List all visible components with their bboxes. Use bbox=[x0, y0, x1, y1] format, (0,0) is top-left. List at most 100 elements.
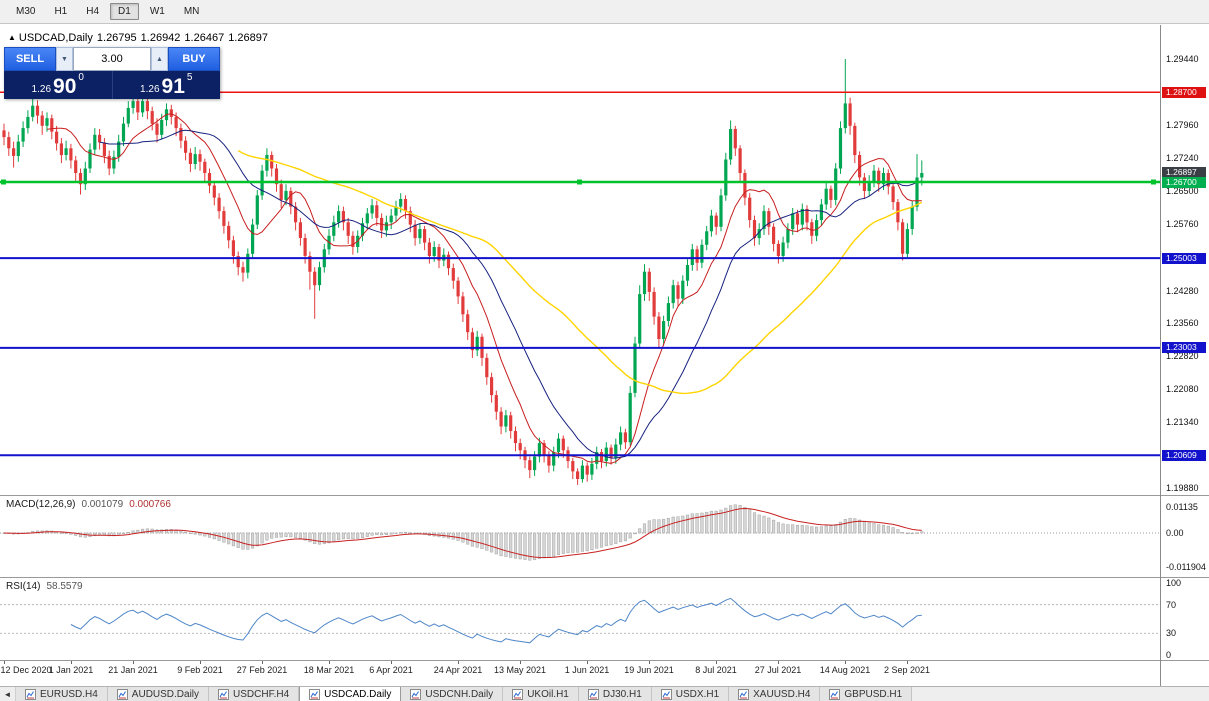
chart-tab-icon bbox=[738, 688, 750, 700]
chart-tab-bar: ◄ EURUSD.H4 AUDUSD.Daily USDCHF.H4 USDCAD.Da… bbox=[0, 686, 1209, 701]
chart-tab-usdchf-h4[interactable]: USDCHF.H4 bbox=[209, 687, 300, 701]
price-tag: 1.20609 bbox=[1162, 450, 1206, 461]
timeframe-button-w1[interactable]: W1 bbox=[149, 6, 165, 17]
macd-axis-label: -0.011904 bbox=[1166, 562, 1206, 572]
date-tick bbox=[200, 661, 201, 664]
date-tick bbox=[133, 661, 134, 664]
tab-scroll-left-icon[interactable]: ◄ bbox=[0, 687, 16, 701]
date-tick bbox=[71, 661, 72, 664]
chart-tab-usdx-h1[interactable]: USDX.H1 bbox=[651, 687, 730, 701]
price-tick: 1.22080 bbox=[1166, 384, 1199, 394]
rsi-splitter[interactable] bbox=[0, 577, 1209, 578]
timeframe-button-mn[interactable]: MN bbox=[183, 6, 200, 17]
macd-axis-label: 0.00 bbox=[1166, 528, 1184, 538]
date-label: 9 Feb 2021 bbox=[177, 665, 223, 675]
price-tick: 1.26500 bbox=[1166, 186, 1199, 196]
price-tick: 1.27240 bbox=[1166, 153, 1199, 163]
date-tick bbox=[262, 661, 263, 664]
timeframe-button-h4[interactable]: H4 bbox=[86, 6, 100, 17]
macd-signal-value: 0.000766 bbox=[129, 499, 171, 510]
date-tick bbox=[391, 661, 392, 664]
tab-label: DJ30.H1 bbox=[602, 688, 642, 700]
date-label: 2 Sep 2021 bbox=[883, 665, 931, 675]
chart-symbol-icon: ▲ bbox=[8, 33, 16, 42]
rsi-axis-label: 30 bbox=[1166, 628, 1177, 638]
chart-region: ▲ USDCAD,Daily 1.26795 1.26942 1.26467 1.2689… bbox=[0, 25, 1209, 686]
volume-increase-button[interactable]: ▲ bbox=[151, 47, 168, 71]
sell-button[interactable]: SELL bbox=[4, 47, 56, 71]
chart-tab-icon bbox=[660, 688, 672, 700]
macd-splitter[interactable] bbox=[0, 495, 1209, 496]
ohlc-close: 1.26897 bbox=[228, 32, 268, 44]
volume-input[interactable] bbox=[73, 47, 151, 71]
caret-up-icon: ▲ bbox=[156, 55, 163, 63]
tab-label: GBPUSD.H1 bbox=[844, 688, 903, 700]
rsi-axis-label: 70 bbox=[1166, 600, 1177, 610]
timeframe-button-m30[interactable]: M30 bbox=[16, 6, 36, 17]
date-tick bbox=[520, 661, 521, 664]
main-chart-canvas[interactable] bbox=[0, 25, 1160, 495]
chart-tab-usdcnh-daily[interactable]: USDCNH.Daily bbox=[401, 687, 504, 701]
date-label: 27 Feb 2021 bbox=[236, 665, 288, 675]
date-label: 6 Apr 2021 bbox=[369, 665, 413, 675]
chart-tab-icon bbox=[116, 688, 128, 700]
date-tick bbox=[907, 661, 908, 664]
price-tag: 1.28700 bbox=[1162, 87, 1206, 98]
chart-tab-eurusd-h4[interactable]: EURUSD.H4 bbox=[16, 687, 108, 701]
ohlc-open: 1.26795 bbox=[96, 32, 137, 44]
date-label: 14 Aug 2021 bbox=[819, 665, 871, 675]
buy-price-pips: 91 bbox=[161, 75, 185, 98]
buy-button[interactable]: BUY bbox=[168, 47, 220, 71]
chart-tab-icon bbox=[512, 688, 524, 700]
chart-tab-audusd-daily[interactable]: AUDUSD.Daily bbox=[107, 687, 210, 701]
timeframe-button-h1[interactable]: H1 bbox=[54, 6, 68, 17]
date-axis[interactable]: 12 Dec 2020 1 Jan 2021 21 Jan 2021 9 Feb 20… bbox=[0, 661, 1160, 686]
macd-canvas[interactable] bbox=[0, 496, 1160, 577]
date-tick bbox=[845, 661, 846, 664]
price-axis-separator bbox=[1160, 25, 1161, 686]
chart-tab-icon bbox=[218, 688, 230, 700]
timeframe-toolbar: M30 H1 H4 D1 W1 MN bbox=[0, 0, 1209, 24]
chart-tab-icon bbox=[587, 688, 599, 700]
one-click-trading-widget: SELL ▼ ▲ BUY 1.26 90 0 1.26 91 5 bbox=[4, 47, 220, 99]
buy-price-point: 5 bbox=[186, 72, 193, 83]
date-tick bbox=[587, 661, 588, 664]
price-tick: 1.19880 bbox=[1166, 483, 1199, 493]
price-tick: 1.27960 bbox=[1166, 120, 1199, 130]
price-axis[interactable]: 1.29440 1.27960 1.27240 1.26500 1.25760 1.242… bbox=[1161, 25, 1209, 686]
price-tick: 1.24280 bbox=[1166, 286, 1199, 296]
rsi-canvas[interactable] bbox=[0, 578, 1160, 660]
tab-label: AUDUSD.Daily bbox=[131, 688, 200, 700]
sell-price[interactable]: 1.26 90 0 bbox=[4, 71, 112, 99]
chart-tab-xauusd-h4[interactable]: XAUUSD.H4 bbox=[729, 687, 821, 701]
chart-tab-gbpusd-h1[interactable]: GBPUSD.H1 bbox=[820, 687, 913, 701]
date-axis-separator bbox=[0, 660, 1209, 661]
buy-price[interactable]: 1.26 91 5 bbox=[113, 71, 221, 99]
rsi-label: RSI(14) 58.5579 bbox=[6, 581, 83, 592]
tab-label: USDX.H1 bbox=[675, 688, 720, 700]
sell-price-pips: 90 bbox=[53, 75, 77, 98]
price-divider bbox=[111, 71, 113, 99]
chart-tab-icon bbox=[410, 688, 422, 700]
price-tag: 1.25003 bbox=[1162, 253, 1206, 264]
tab-label: USDCNH.Daily bbox=[425, 688, 494, 700]
rsi-value: 58.5579 bbox=[46, 581, 83, 592]
tab-label: USDCHF.H4 bbox=[233, 688, 290, 700]
sell-price-point: 0 bbox=[78, 72, 84, 83]
price-tick: 1.25760 bbox=[1166, 219, 1199, 229]
date-label: 18 Mar 2021 bbox=[303, 665, 355, 675]
date-tick bbox=[716, 661, 717, 664]
chart-tab-usdcad-daily[interactable]: USDCAD.Daily bbox=[299, 687, 402, 701]
date-tick bbox=[329, 661, 330, 664]
timeframe-button-d1[interactable]: D1 bbox=[110, 3, 139, 20]
price-tag: 1.23003 bbox=[1162, 342, 1206, 353]
macd-label: MACD(12,26,9) 0.001079 0.000766 bbox=[6, 499, 171, 510]
ohlc-low: 1.26467 bbox=[184, 32, 225, 44]
chart-tab-ukoil-h1[interactable]: UKOil.H1 bbox=[503, 687, 579, 701]
tab-label: USDCAD.Daily bbox=[324, 688, 392, 700]
chart-tab-dj30-h1[interactable]: DJ30.H1 bbox=[578, 687, 652, 701]
macd-value: 0.001079 bbox=[81, 499, 124, 510]
volume-decrease-button[interactable]: ▼ bbox=[56, 47, 73, 71]
date-label: 1 Jun 2021 bbox=[564, 665, 610, 675]
